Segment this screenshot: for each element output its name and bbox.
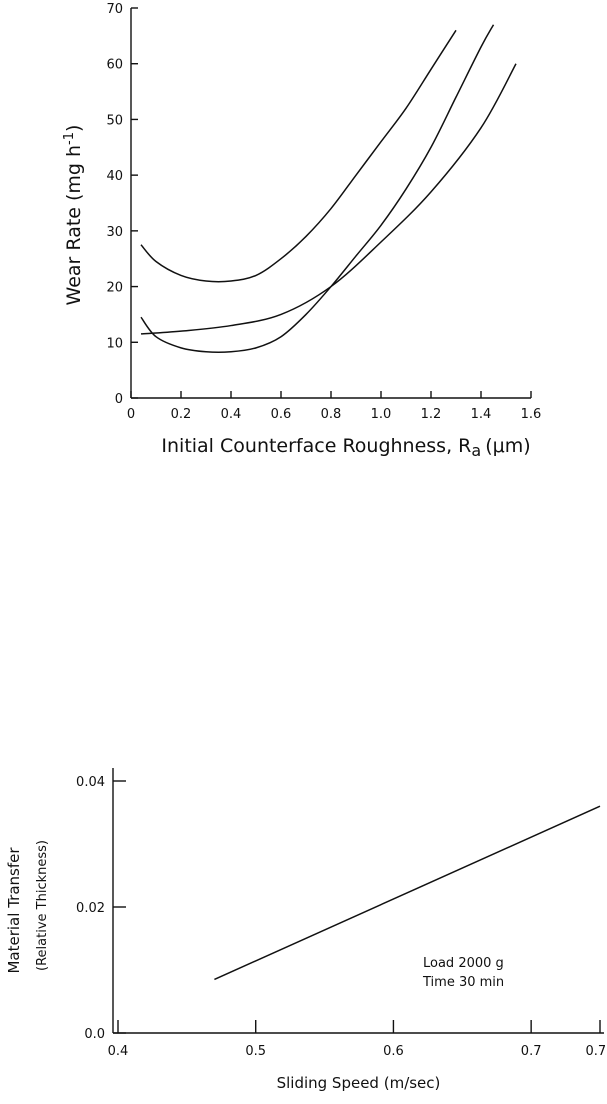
chart2-annotation-load: Load 2000 g	[423, 956, 504, 971]
chart1-series-line-2	[140, 63, 517, 335]
chart2-x-tick-label: 0.6	[383, 1044, 404, 1059]
chart1-x-tick-label: 1.2	[421, 407, 442, 422]
chart1-y-axis-title: Wear Rate (mg h-1)	[62, 125, 85, 306]
chart1-x-tick-label: 0.8	[321, 407, 342, 422]
chart1-x-tick-label: 1.4	[471, 407, 492, 422]
chart1-x-tick-label: 0.6	[271, 407, 292, 422]
chart1-x-tick-label: 0	[127, 407, 135, 422]
chart1-x-tick-label: 1.6	[521, 407, 542, 422]
chart2-y-ticks: 0.0 0.02 0.04	[76, 775, 126, 1042]
chart1-x-ticks: 0 0.2 0.4 0.6 0.8 1.0 1.2 1.4 1.6	[127, 391, 541, 422]
chart2-y-tick-label: 0.0	[84, 1027, 105, 1042]
chart1-y-tick-label: 40	[106, 169, 123, 184]
chart2-series	[214, 805, 601, 981]
chart2-y-axis-title-line2: (Relative Thickness)	[35, 840, 50, 971]
chart1-y-tick-label: 0	[115, 392, 123, 407]
chart1-x-axis-title: Initial Counterface Roughness, Ra (μm)	[161, 435, 530, 460]
chart1-y-tick-label: 60	[106, 58, 123, 73]
chart2-x-ticks: 0.4 0.5 0.6 0.7 0.75	[108, 1020, 607, 1059]
chart-material-transfer: 0.0 0.02 0.04 0.4 0.5 0.6 0.7 0.75 Sliding Spe…	[5, 768, 607, 1092]
chart1-x-tick-label: 0.2	[171, 407, 192, 422]
chart1-y-tick-label: 20	[106, 281, 123, 296]
chart1-y-tick-label: 30	[106, 225, 123, 240]
chart1-y-ticks: 0 10 20 30 40 50 60 70	[106, 2, 138, 407]
chart1-y-tick-label: 10	[106, 336, 123, 351]
chart1-series-line-3	[140, 24, 495, 353]
chart2-annotation-time: Time 30 min	[422, 975, 504, 990]
chart2-y-axis-title-line1: Material Transfer	[5, 847, 23, 974]
chart2-x-tick-label: 0.75	[586, 1044, 607, 1059]
chart2-y-tick-label: 0.02	[76, 901, 105, 916]
chart2-series-line-1	[214, 805, 601, 981]
chart2-x-axis-title: Sliding Speed (m/sec)	[277, 1074, 441, 1092]
chart1-x-tick-label: 0.4	[221, 407, 242, 422]
chart1-y-tick-label: 70	[106, 2, 123, 17]
chart2-y-tick-label: 0.04	[76, 775, 105, 790]
chart2-x-tick-label: 0.7	[521, 1044, 542, 1059]
chart1-x-tick-label: 1.0	[371, 407, 392, 422]
chart2-x-tick-label: 0.4	[108, 1044, 129, 1059]
chart1-series	[140, 24, 517, 353]
chart2-x-tick-label: 0.5	[245, 1044, 266, 1059]
chart1-y-tick-label: 50	[106, 113, 123, 128]
chart-wear-rate: 0 10 20 30 40 50 60 70 0 0.2 0.4 0.6 0.8 1.0 1.2 1.4 1.…	[62, 2, 541, 460]
chart1-series-line-1	[140, 29, 457, 283]
